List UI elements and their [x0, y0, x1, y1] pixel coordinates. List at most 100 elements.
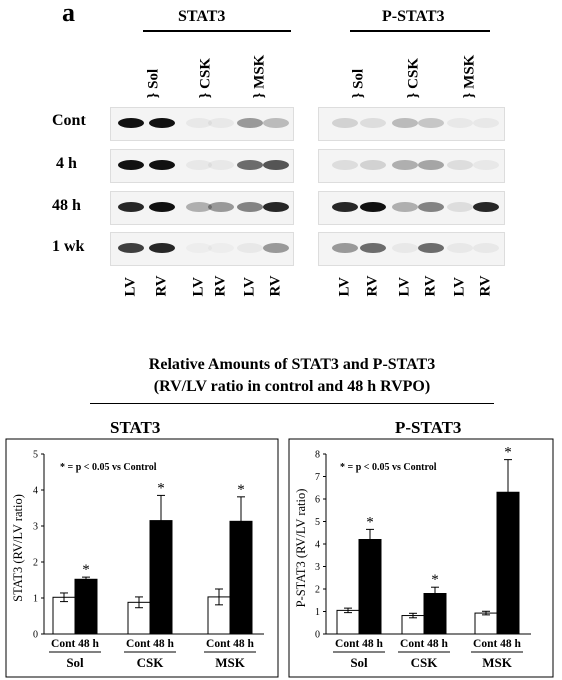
- y-tick-label: 3: [315, 562, 320, 573]
- lane-label-rv: RV: [364, 275, 381, 297]
- blot-band: [360, 160, 386, 170]
- tissue-label-msk: } MSK: [461, 54, 478, 99]
- tissue-label-msk: } MSK: [251, 54, 268, 99]
- y-tick-label: 0: [315, 630, 320, 641]
- chart-title-stat3: STAT3: [110, 418, 161, 437]
- y-axis-label: STAT3 (RV/LV ratio): [11, 494, 25, 602]
- bar-cont: [474, 612, 498, 635]
- blot-band: [392, 160, 418, 170]
- blot-band: [263, 160, 289, 170]
- lane-label-lv: LV: [190, 277, 207, 297]
- blot-band: [360, 202, 386, 212]
- lane-label-rv: RV: [477, 275, 494, 297]
- significance-star: *: [431, 572, 439, 588]
- lane-label-lv: LV: [451, 277, 468, 297]
- bar-48h: [74, 578, 98, 635]
- y-tick-label: 3: [33, 522, 38, 533]
- chart-pstat3: 0 1 2 3 4 5 6 7 8 P-STAT3 (RV/LV ratio) * = p < 0.…: [294, 445, 531, 670]
- y-tick-label: 8: [315, 450, 320, 461]
- bar-labels: Cont 48 h: [335, 638, 384, 650]
- lane-label-rv: RV: [267, 275, 284, 297]
- row-label-48h: 48 h: [52, 197, 81, 214]
- y-tick-label: 6: [315, 495, 320, 506]
- blot-band: [118, 202, 144, 212]
- tissue-label-sol: } Sol: [350, 68, 367, 99]
- y-tick-label: 2: [33, 558, 38, 569]
- blot-band: [149, 243, 175, 253]
- blot-band: [332, 160, 358, 170]
- bar-labels: Cont 48 h: [51, 638, 100, 650]
- significance-star: *: [366, 514, 374, 530]
- bar-48h: [358, 539, 382, 635]
- lane-label-rv: RV: [153, 275, 170, 297]
- bar-labels: Cont 48 h: [126, 638, 175, 650]
- blot-band: [263, 202, 289, 212]
- blot-band: [332, 202, 358, 212]
- bar-cont: [401, 615, 425, 635]
- blot-band: [118, 160, 144, 170]
- significance-star: *: [504, 445, 512, 461]
- blot-header-stat3-rule: [143, 30, 291, 32]
- bar-labels: Cont 48 h: [473, 638, 522, 650]
- blot-strip-pstat3-1: [318, 149, 505, 183]
- blot-band: [208, 202, 234, 212]
- y-tick-label: 5: [315, 517, 320, 528]
- blot-strip-pstat3-3: [318, 232, 505, 266]
- blot-band: [237, 160, 263, 170]
- y-tick-label: 4: [315, 540, 320, 551]
- blot-band: [332, 243, 358, 253]
- chart-frame-stat3: [5, 438, 279, 678]
- y-tick-label: 4: [33, 486, 38, 497]
- y-tick-label: 1: [33, 594, 38, 605]
- blot-band: [186, 202, 212, 212]
- blot-band: [149, 118, 175, 128]
- blot-band: [418, 202, 444, 212]
- lane-label-lv: LV: [336, 277, 353, 297]
- blot-band: [447, 160, 473, 170]
- row-label-1wk: 1 wk: [52, 238, 85, 255]
- y-tick-label: 5: [33, 450, 38, 461]
- lane-label-lv: LV: [122, 277, 139, 297]
- figure-title-rule: [90, 403, 494, 404]
- blot-header-pstat3-rule: [350, 30, 490, 32]
- blot-band: [208, 160, 234, 170]
- blot-band: [447, 243, 473, 253]
- blot-band: [237, 243, 263, 253]
- group-label-msk: MSK: [215, 655, 246, 670]
- figure-title-line2: (RV/LV ratio in control and 48 h RVPO): [153, 378, 431, 395]
- tissue-label-csk: } CSK: [405, 57, 422, 99]
- chart-frame-pstat3: [288, 438, 554, 678]
- blot-band: [418, 243, 444, 253]
- group-label-sol: Sol: [66, 655, 84, 670]
- blot-band: [473, 202, 499, 212]
- y-tick-label: 2: [315, 585, 320, 596]
- group-label-csk: CSK: [411, 655, 439, 670]
- blot-band: [447, 118, 473, 128]
- significance-star: *: [157, 480, 165, 496]
- bar-labels: Cont 48 h: [400, 638, 449, 650]
- lane-label-lv: LV: [241, 277, 258, 297]
- blot-band: [237, 202, 263, 212]
- blot-band: [418, 160, 444, 170]
- y-tick-label: 7: [315, 472, 320, 483]
- y-axis-label: P-STAT3 (RV/LV ratio): [294, 489, 308, 608]
- group-label-csk: CSK: [137, 655, 165, 670]
- blot-band: [473, 118, 499, 128]
- blot-band: [186, 160, 212, 170]
- row-label-cont: Cont: [52, 112, 86, 129]
- row-label-4h: 4 h: [56, 155, 77, 172]
- blot-band: [447, 202, 473, 212]
- bar-labels: Cont 48 h: [206, 638, 255, 650]
- significance-note: * = p < 0.05 vs Control: [60, 462, 157, 473]
- bar-cont: [336, 609, 360, 635]
- blot-band: [208, 243, 234, 253]
- y-tick-label: 1: [315, 607, 320, 618]
- group-label-sol: Sol: [350, 655, 368, 670]
- y-tick-label: 0: [33, 630, 38, 641]
- blot-band: [392, 118, 418, 128]
- blot-band: [186, 118, 212, 128]
- blot-band: [149, 160, 175, 170]
- charts-svg: 0 1 2 3 4 5 STAT3 (RV/LV ratio) * = p < 0.05 vs…: [5, 438, 554, 678]
- group-label-msk: MSK: [482, 655, 513, 670]
- significance-star: *: [237, 482, 245, 498]
